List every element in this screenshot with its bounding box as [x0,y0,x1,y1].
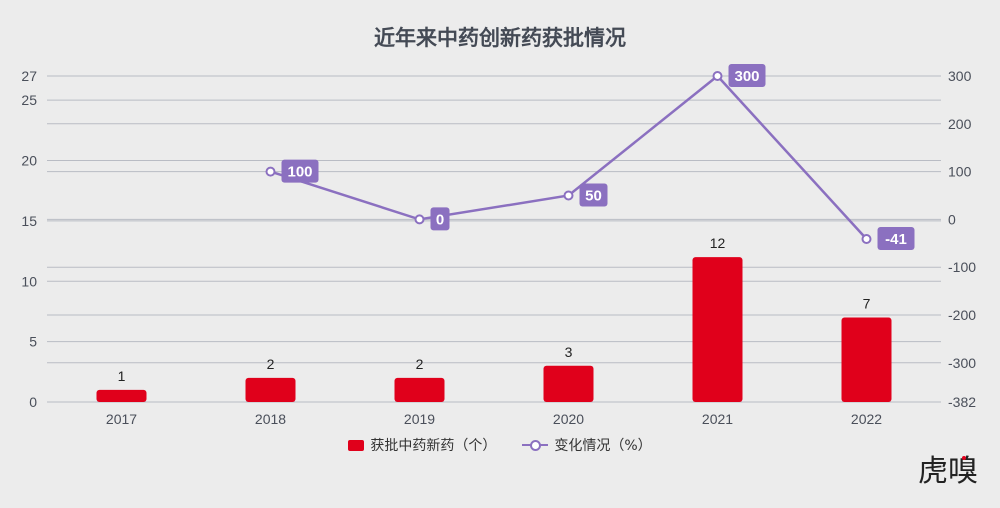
line-data-label: 0 [436,211,444,228]
line-point [265,166,276,177]
x-axis-tick-label: 2018 [255,411,286,427]
legend-line-swatch [522,439,549,451]
legend-item-line[interactable]: 变化情况（%） [522,435,652,455]
left-axis-tick-label: 10 [21,273,37,289]
bar-data-label: 2 [416,356,424,372]
x-axis-tick-label: 2019 [404,411,435,427]
bar [245,377,296,402]
line-data-label: 300 [734,68,759,85]
bar-data-label: 12 [710,235,726,251]
line-data-label-box [579,183,608,207]
chart-title: 近年来中药创新药获批情况 [374,26,626,50]
line-data-label: 50 [585,188,602,205]
left-axis-tick-label: 25 [21,92,37,108]
bar [96,389,147,402]
legend-label: 获批中药新药（个） [370,438,497,454]
line-data-label-box [430,207,450,231]
line-point [861,234,872,244]
right-axis-tick-label: 0 [948,211,956,227]
legend-item-bar[interactable]: 获批中药新药（个） [348,435,496,455]
line-point [563,190,574,201]
bar-data-label: 2 [267,356,275,372]
legend-bar-swatch [348,439,365,451]
legend-label: 变化情况（%） [554,438,652,454]
right-axis-tick-label: 200 [948,116,972,132]
right-axis-tick-label: -200 [948,307,976,323]
left-axis-tick-label: 20 [21,153,37,169]
line-data-label-box [728,64,766,87]
line-point [712,71,723,81]
line-data-label: -41 [885,231,907,248]
right-axis-tick-label: -100 [948,259,976,275]
right-axis-tick-label: 100 [948,164,972,180]
line-data-label: 100 [287,164,312,181]
bar [543,365,594,402]
logo: 虎嗅 [918,454,978,489]
bar [394,377,445,402]
legend: 获批中药新药（个） 变化情况（%） [0,435,1000,455]
left-axis-tick-label: 15 [21,213,37,229]
right-axis-tick-label: -300 [948,355,976,371]
left-axis-tick-label: 0 [29,394,37,410]
right-axis-tick-label: 300 [948,68,972,84]
right-axis-tick-label: -382 [948,394,976,410]
line-point [414,214,425,225]
x-axis-tick-label: 2017 [106,411,137,427]
line-data-label-box [281,159,319,183]
bar-data-label: 7 [863,295,871,311]
bar [841,317,892,402]
line-data-label-box [877,227,915,250]
x-axis-tick-label: 2021 [702,411,733,427]
x-axis-tick-label: 2022 [851,411,882,427]
bar-data-label: 1 [118,368,126,384]
bar [692,257,743,402]
bar-data-label: 3 [565,344,573,360]
x-axis-tick-label: 2020 [553,411,584,427]
left-axis-tick-label: 27 [21,68,37,84]
left-axis-tick-label: 5 [29,334,37,350]
